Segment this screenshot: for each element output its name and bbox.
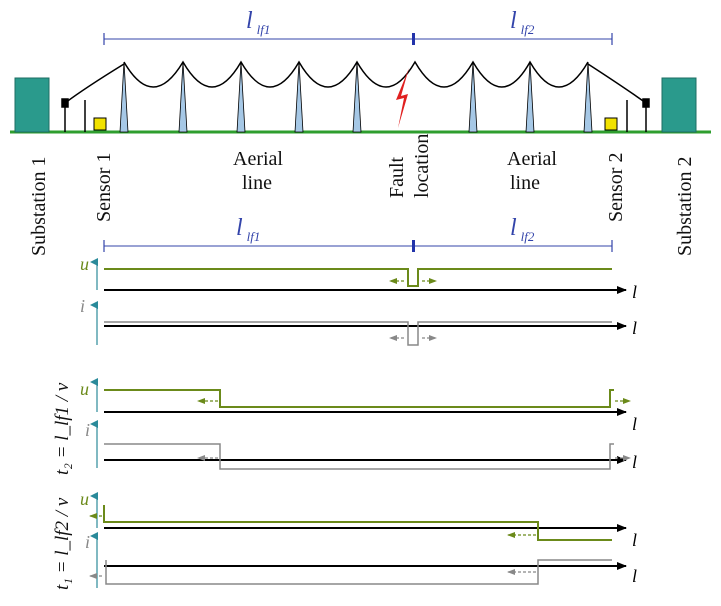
panel-t0: u i l l <box>80 254 637 346</box>
i-axis-label-2: i <box>85 420 90 440</box>
u-axis-label-1: u <box>80 254 89 274</box>
l-lf1-label-middle: l lf1 <box>236 215 260 244</box>
fault-label-line1: Fault <box>386 156 408 198</box>
l-lf1-label-top: l lf1 <box>246 8 270 37</box>
dimension-top: l lf1 l lf2 <box>103 8 613 45</box>
time-label-t1: t₁ = l_lf2 / v <box>52 497 73 590</box>
substation-1-building <box>14 77 50 133</box>
u-axis-label-3: u <box>80 489 89 509</box>
lightning-bolt-icon <box>396 68 409 128</box>
voltage-trace-2 <box>104 389 614 408</box>
l-axis-label-1b: l <box>632 318 637 338</box>
l-axis-label-2a: l <box>632 414 637 434</box>
dimension-middle: l lf1 l lf2 <box>103 215 613 252</box>
towers <box>119 61 593 133</box>
l-axis-label-1a: l <box>632 282 637 302</box>
i-axis-label-3: i <box>85 532 90 552</box>
panel-t1: u i l l t₁ = l_lf2 / v <box>52 489 637 590</box>
current-trace-3 <box>105 559 612 585</box>
sensor-1-label: Sensor 1 <box>93 153 115 222</box>
substation-2-building <box>661 77 697 133</box>
aerial-line-right-label-1: Aerial <box>507 148 557 170</box>
i-axis-label-1: i <box>80 296 85 316</box>
substation-2-label: Substation 2 <box>674 157 696 256</box>
u-axis-label-2: u <box>80 379 89 399</box>
voltage-trace-3 <box>103 505 612 541</box>
l-axis-label-3b: l <box>632 566 637 586</box>
l-lf2-label-middle: l lf2 <box>510 215 535 244</box>
sensor-2-label: Sensor 2 <box>605 153 627 222</box>
voltage-trace-1 <box>104 268 612 287</box>
sensor-1-box <box>93 117 107 131</box>
aerial-line-left-label-2: line <box>242 172 272 194</box>
aerial-line-right-label-2: line <box>510 172 540 194</box>
substation-1-label: Substation 1 <box>28 157 50 256</box>
sensor-2-box <box>604 117 618 131</box>
time-label-t2: t₂ = l_lf1 / v <box>52 382 73 475</box>
fault-label-line2: location <box>411 134 433 198</box>
l-lf2-label-top: l lf2 <box>510 8 535 37</box>
aerial-line-left-label-1: Aerial <box>233 148 283 170</box>
l-axis-label-3a: l <box>632 530 637 550</box>
l-axis-label-2b: l <box>632 452 637 472</box>
panel-t2: u i l l t₂ = l_lf1 / v <box>52 378 637 475</box>
current-trace-1 <box>104 321 612 346</box>
end-structure-right <box>587 63 650 132</box>
end-structure-left <box>61 63 125 132</box>
current-trace-2 <box>104 443 614 470</box>
